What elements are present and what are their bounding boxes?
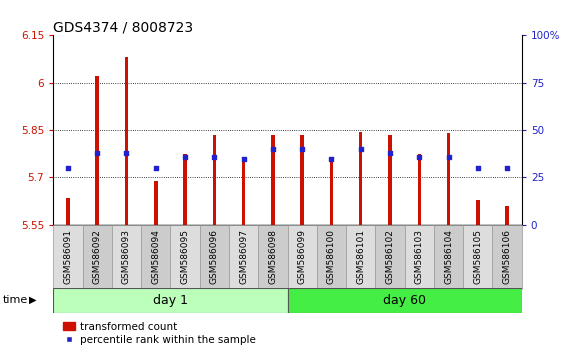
Bar [287, 225, 317, 289]
Bar [154, 181, 158, 225]
Bar [258, 225, 287, 289]
Text: GDS4374 / 8008723: GDS4374 / 8008723 [53, 20, 194, 34]
Bar [53, 288, 287, 313]
Point [268, 146, 277, 152]
Bar [271, 135, 275, 225]
Text: GSM586099: GSM586099 [298, 229, 307, 284]
Bar [112, 225, 141, 289]
Bar [375, 225, 404, 289]
Bar [183, 154, 187, 225]
Bar [171, 225, 200, 289]
Text: GSM586097: GSM586097 [239, 229, 248, 284]
Point [122, 150, 131, 156]
Bar [434, 225, 463, 289]
Text: GSM586094: GSM586094 [151, 229, 160, 284]
Bar [317, 225, 346, 289]
Point [415, 154, 424, 159]
Bar [242, 160, 245, 225]
Bar [53, 225, 82, 289]
Bar [213, 135, 216, 225]
Text: day 60: day 60 [383, 294, 426, 307]
Point [503, 165, 512, 171]
Text: GSM586091: GSM586091 [63, 229, 72, 284]
Point [473, 165, 482, 171]
Bar [388, 135, 392, 225]
Point [239, 156, 248, 161]
Text: GSM586103: GSM586103 [415, 229, 424, 284]
Bar [417, 154, 421, 225]
Text: ▶: ▶ [29, 295, 36, 305]
Bar [66, 198, 70, 225]
Bar [463, 225, 493, 289]
Bar [505, 206, 509, 225]
Text: GSM586101: GSM586101 [356, 229, 365, 284]
Bar [229, 225, 258, 289]
Point [181, 154, 190, 159]
Bar [300, 135, 304, 225]
Text: GSM586100: GSM586100 [327, 229, 336, 284]
Point [356, 146, 365, 152]
Point [93, 150, 102, 156]
Bar [493, 225, 522, 289]
Point [151, 165, 160, 171]
Point [385, 150, 394, 156]
Text: day 1: day 1 [153, 294, 188, 307]
Bar [125, 57, 128, 225]
Point [63, 165, 72, 171]
Text: GSM586105: GSM586105 [473, 229, 482, 284]
Bar [200, 225, 229, 289]
Bar [404, 225, 434, 289]
Bar [330, 160, 333, 225]
Text: GSM586106: GSM586106 [503, 229, 512, 284]
Text: GSM586104: GSM586104 [444, 229, 453, 284]
Text: GSM586096: GSM586096 [210, 229, 219, 284]
Point [210, 154, 219, 159]
Bar [359, 132, 362, 225]
Text: time: time [3, 295, 28, 305]
Text: GSM586092: GSM586092 [93, 229, 102, 284]
Bar [447, 133, 450, 225]
Bar [287, 288, 522, 313]
Point [444, 154, 453, 159]
Point [327, 156, 336, 161]
Text: GSM586102: GSM586102 [385, 229, 394, 284]
Text: GSM586098: GSM586098 [268, 229, 277, 284]
Bar [141, 225, 171, 289]
Text: GSM586095: GSM586095 [181, 229, 190, 284]
Bar [346, 225, 375, 289]
Bar [82, 225, 112, 289]
Bar [476, 200, 480, 225]
Bar [95, 76, 99, 225]
Point [298, 146, 307, 152]
Legend: transformed count, percentile rank within the sample: transformed count, percentile rank withi… [58, 318, 260, 349]
Text: GSM586093: GSM586093 [122, 229, 131, 284]
